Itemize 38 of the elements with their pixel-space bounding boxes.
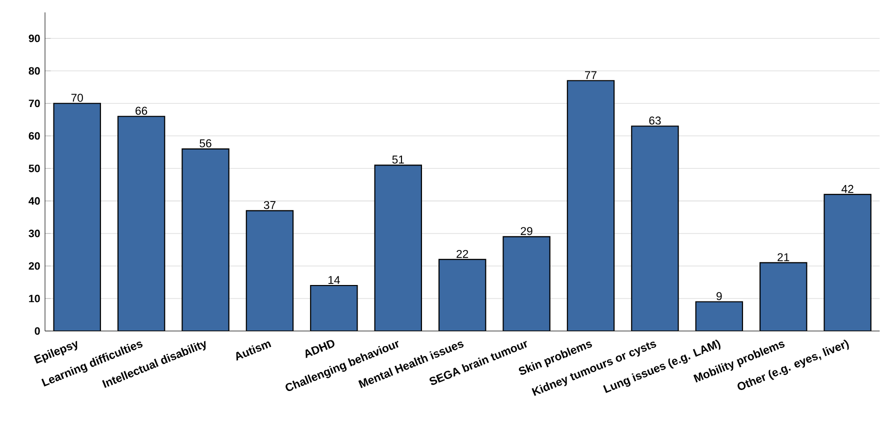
y-tick-label: 0 <box>34 327 40 335</box>
bar <box>310 284 358 331</box>
data-label: 37 <box>264 201 276 210</box>
data-label: 66 <box>136 106 148 115</box>
data-label: 29 <box>520 227 532 236</box>
y-tick-label: 20 <box>28 262 40 270</box>
bar <box>182 148 230 331</box>
bar <box>824 194 872 331</box>
data-label: 22 <box>456 250 468 258</box>
y-tick-label: 10 <box>29 294 40 302</box>
y-tick-label: 30 <box>28 230 40 238</box>
y-tick-label: 70 <box>28 100 40 108</box>
y-tick-label: 60 <box>28 132 40 140</box>
bar <box>566 80 615 331</box>
data-label: 70 <box>71 94 83 102</box>
y-tick-label: 40 <box>28 197 40 205</box>
bar <box>246 210 294 331</box>
x-tick-label: Autism <box>236 342 272 361</box>
bar <box>117 116 166 331</box>
bar <box>760 262 808 331</box>
bar <box>695 301 744 331</box>
y-tick-label: 50 <box>28 164 40 172</box>
data-label: 51 <box>392 156 404 164</box>
y-tick-label: 80 <box>28 67 40 75</box>
data-label: 14 <box>328 276 340 284</box>
x-tick-label: ADHD <box>306 340 334 358</box>
data-label: 42 <box>842 184 854 193</box>
bar <box>53 102 101 331</box>
bar <box>374 164 422 331</box>
data-label: 56 <box>200 139 212 148</box>
bar <box>438 258 486 331</box>
bar <box>502 236 550 331</box>
y-tick-label: 90 <box>28 34 40 42</box>
data-label: 21 <box>778 253 790 262</box>
data-label: 77 <box>585 71 596 80</box>
bar <box>631 126 679 331</box>
data-label: 63 <box>649 116 661 125</box>
data-label: 9 <box>716 292 722 300</box>
